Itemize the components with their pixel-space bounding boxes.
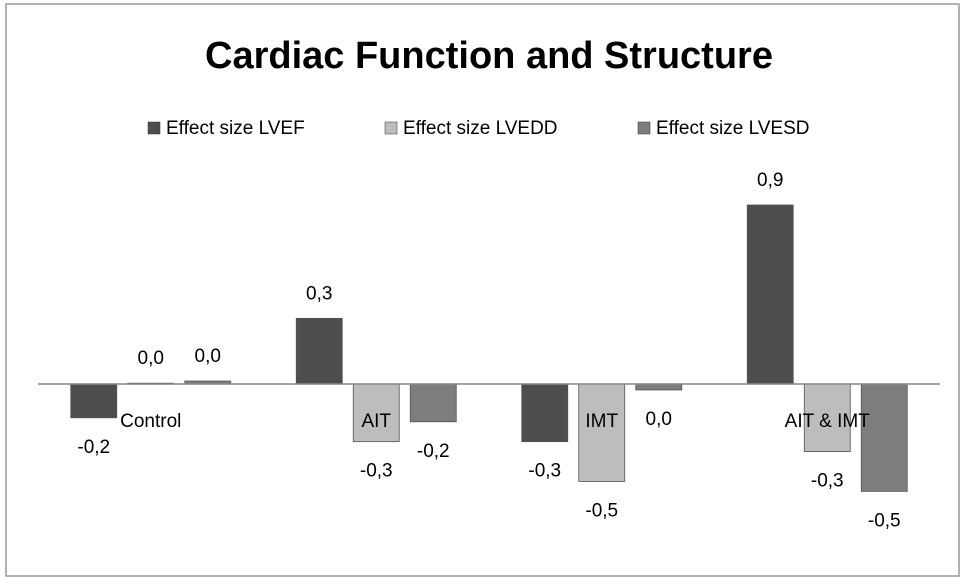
legend-label: Effect size LVEDD [403,118,558,139]
legend-swatch [637,121,651,135]
bar [635,383,683,391]
legend-swatch [384,121,398,135]
data-label: 0,3 [306,283,332,304]
data-label: 0,0 [138,348,164,369]
data-label: 0,0 [646,409,672,430]
chart-title: Cardiac Function and Structure [205,35,773,77]
data-label: -0,3 [360,461,393,482]
x-tick-label: AIT & IMT [785,411,871,432]
bar [409,383,457,423]
x-tick-label: Control [120,411,181,432]
legend-swatch [147,121,161,135]
data-label: -0,2 [77,437,110,458]
bar [860,383,908,492]
bar [746,204,794,385]
data-label: -0,5 [585,500,618,521]
bar [295,317,343,385]
x-tick-label: AIT [361,411,391,432]
legend-label: Effect size LVEF [166,118,305,139]
data-label: 0,9 [757,170,783,191]
data-label: -0,2 [417,441,450,462]
bar [352,383,400,443]
data-label: -0,5 [868,510,901,531]
bar [70,383,118,419]
data-label: -0,3 [811,471,844,492]
bar [521,383,569,443]
frame [5,3,960,577]
legend-label: Effect size LVESD [656,118,809,139]
data-label: 0,0 [195,346,221,367]
bar [578,383,626,482]
x-tick-label: IMT [585,411,618,432]
bar [803,383,851,453]
data-label: -0,3 [528,461,561,482]
